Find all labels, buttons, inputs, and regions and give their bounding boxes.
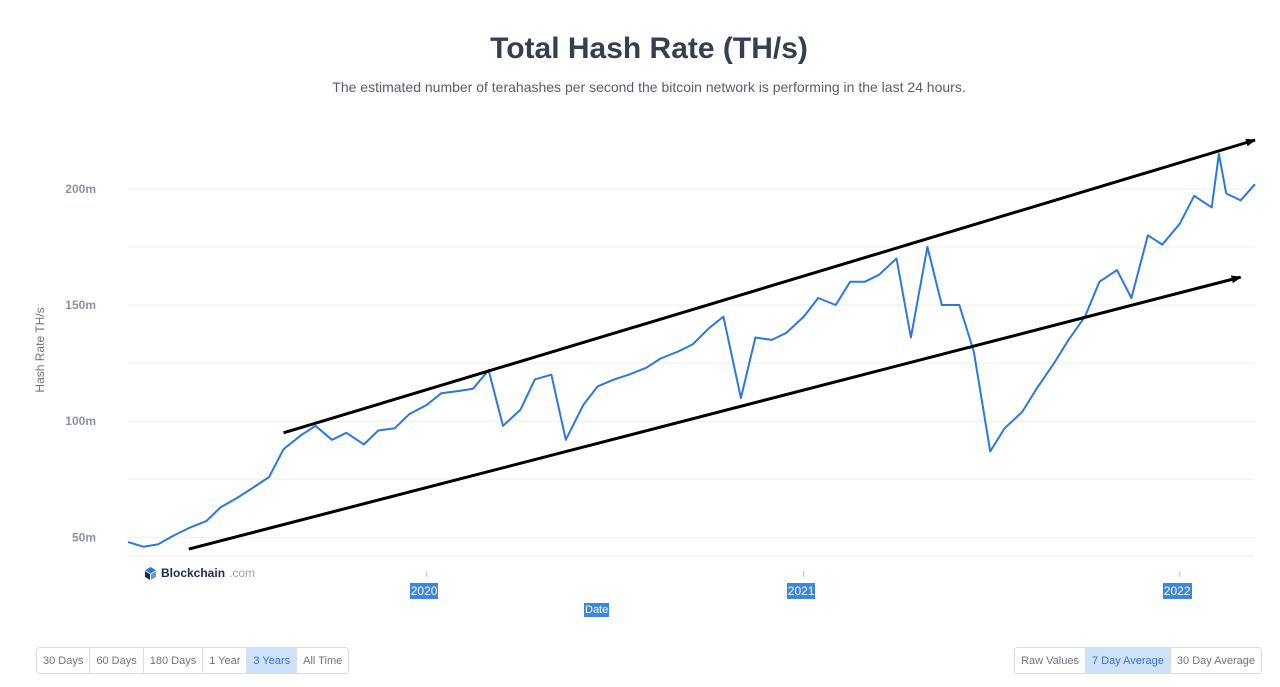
series-layer: [127, 152, 1256, 548]
range-all-time-button[interactable]: All Time: [297, 648, 349, 673]
range-3-years-button[interactable]: 3 Years: [247, 648, 298, 673]
x-tick-label: 2020: [409, 583, 439, 599]
grid-lines: [128, 188, 1255, 557]
chart-title: Total Hash Rate (TH/s): [490, 32, 808, 65]
range-1-year-button[interactable]: 1 Year: [203, 648, 248, 673]
range-180-days-button[interactable]: 180 Days: [143, 648, 204, 673]
y-tick-label: 150m: [65, 298, 96, 312]
y-tick-label: 200m: [65, 182, 96, 196]
hash-rate-chart: 50m 100m 150m 200m: [65, 138, 1256, 577]
x-axis-ticks: [426, 571, 1181, 577]
brand-name: Blockchain: [161, 566, 226, 580]
y-tick-label: 50m: [72, 530, 96, 544]
avg-30-day-average-button[interactable]: 30 Day Average: [1170, 648, 1261, 673]
y-axis-ticks: 50m 100m 150m 200m: [65, 182, 96, 545]
hash-rate-series-line: [127, 152, 1256, 548]
y-tick-label: 100m: [65, 414, 96, 428]
brand-logo: Blockchain .com: [144, 566, 255, 580]
blockchain-cube-icon: [144, 566, 157, 580]
x-tick-label: 2021: [786, 583, 816, 599]
range-30-days-button[interactable]: 30 Days: [37, 648, 91, 673]
upper-trend-arrow: [283, 138, 1256, 435]
range-60-days-button[interactable]: 60 Days: [90, 648, 144, 673]
avg-7-day-average-button[interactable]: 7 Day Average: [1085, 648, 1171, 673]
lower-trend-arrow: [188, 275, 1242, 551]
time-range-selector: 30 Days 60 Days 180 Days 1 Year 3 Years All T…: [36, 647, 350, 674]
x-axis-title: Date: [584, 603, 610, 617]
annotation-layer: [188, 138, 1256, 551]
averaging-selector: Raw Values 7 Day Average 30 Day Average: [1014, 647, 1262, 674]
y-axis-title: Hash Rate TH/s: [33, 307, 47, 393]
x-tick-label: 2022: [1162, 583, 1192, 599]
chart-subtitle: The estimated number of terahashes per s…: [332, 79, 966, 95]
brand-suffix: .com: [229, 566, 256, 580]
avg-raw-values-button[interactable]: Raw Values: [1015, 648, 1086, 673]
